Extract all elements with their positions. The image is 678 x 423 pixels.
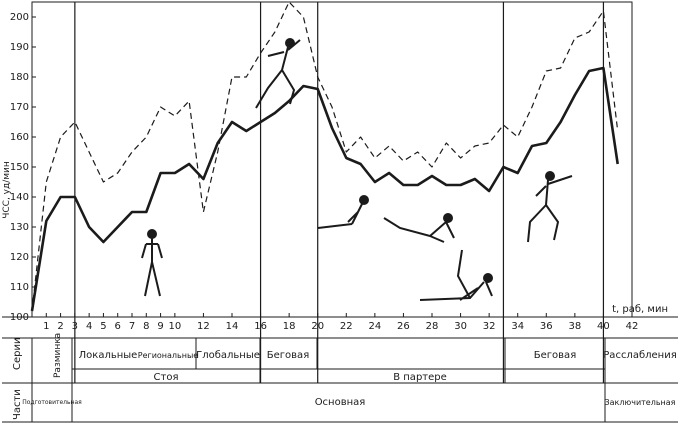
x-tick-label: 6 — [115, 321, 121, 332]
series-lines — [30, 1, 619, 312]
x-tick-label: 32 — [483, 321, 496, 332]
series-warmup: Разминка — [53, 333, 63, 378]
x-tick-label: 7 — [129, 321, 135, 332]
y-tick-label: 150 — [10, 162, 29, 173]
part-main: Основная — [315, 397, 366, 408]
x-tick-label: 22 — [340, 321, 353, 332]
x-tick-label: 5 — [100, 321, 106, 332]
x-tick-label: 28 — [426, 321, 439, 332]
series-line-dashed — [31, 1, 619, 312]
x-tick-label: 4 — [86, 321, 92, 332]
x-tick-label: 10 — [168, 321, 181, 332]
y-tick-label: 200 — [10, 12, 29, 23]
row-label-series: Серии — [12, 338, 23, 370]
plot-frame — [31, 1, 633, 318]
series-regional: Региональные — [138, 351, 199, 360]
x-tick-label: 1 — [43, 321, 49, 332]
athlete-floor-exercise-icon — [317, 195, 493, 301]
y-tick-label: 190 — [10, 42, 29, 53]
series-local: Локальные — [79, 350, 138, 361]
y-tick-label: 160 — [10, 132, 29, 143]
x-ticks: 1234567891012141618202224262830323436384… — [43, 313, 638, 332]
x-tick-label: 26 — [397, 321, 410, 332]
x-tick-label: 30 — [454, 321, 467, 332]
y-tick-label: 140 — [10, 192, 29, 203]
stance-standing: Стоя — [154, 372, 179, 383]
series-line-solid — [30, 66, 619, 312]
y-tick-label: 170 — [10, 102, 29, 113]
x-tick-label: 42 — [626, 321, 639, 332]
x-tick-label: 18 — [283, 321, 296, 332]
x-tick-label: 8 — [143, 321, 149, 332]
x-tick-label: 14 — [226, 321, 239, 332]
y-tick-label: 120 — [10, 252, 29, 263]
part-preparatory: Подготовительная — [22, 399, 82, 406]
athlete-standing-icon — [141, 229, 163, 297]
x-tick-label: 2 — [57, 321, 63, 332]
series-run-2: Беговая — [534, 350, 576, 361]
y-tick-label: 110 — [10, 282, 29, 293]
series-global: Глобальные — [196, 350, 260, 361]
y-tick-label: 180 — [10, 72, 29, 83]
series-relax: Расслабления — [603, 350, 676, 361]
x-tick-label: 12 — [197, 321, 210, 332]
athlete-running-icon — [527, 171, 573, 243]
series-run-1: Беговая — [267, 350, 309, 361]
phase-lines — [74, 2, 605, 383]
x-tick-label: 34 — [511, 321, 524, 332]
y-axis-title: ЧСС, уд/мин — [2, 161, 12, 219]
phase-table — [2, 316, 678, 423]
x-axis-title: t, раб, мин — [612, 304, 668, 315]
x-tick-label: 24 — [368, 321, 381, 332]
athlete-jumping-icon — [255, 38, 301, 109]
part-final: Заключительная — [605, 398, 676, 407]
row-label-parts: Части — [12, 389, 23, 420]
x-tick-label: 36 — [540, 321, 553, 332]
x-tick-label: 38 — [568, 321, 581, 332]
x-tick-label: 9 — [157, 321, 163, 332]
y-tick-label: 130 — [10, 222, 29, 233]
stance-floor: В партере — [393, 372, 447, 383]
